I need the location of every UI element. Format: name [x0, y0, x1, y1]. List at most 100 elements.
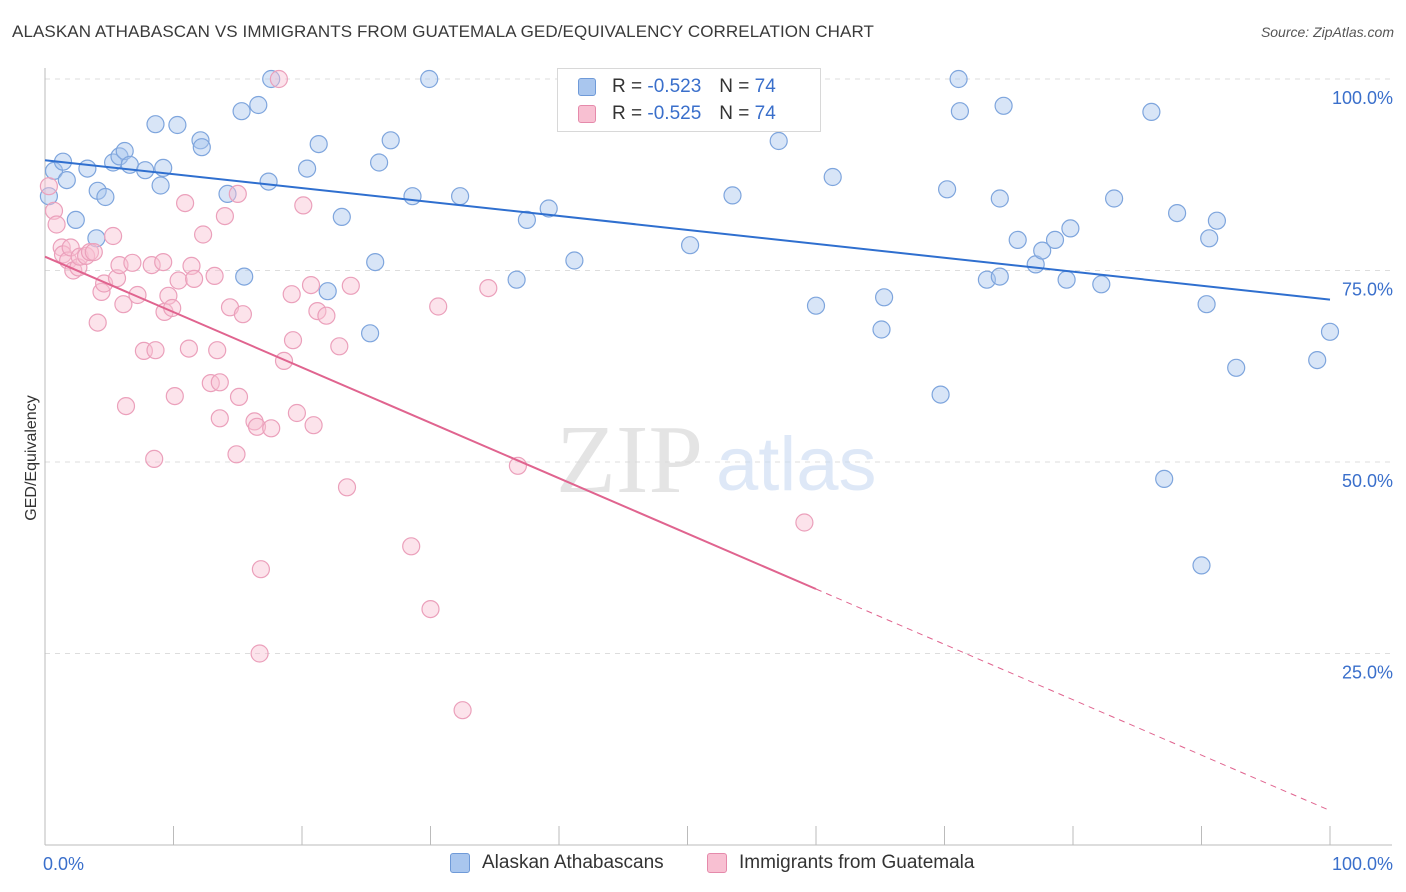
- legend-label-athabascan: Alaskan Athabascans: [482, 852, 664, 873]
- watermark: ZIP atlas: [556, 406, 877, 514]
- athabascan-point: [1320, 322, 1340, 341]
- guatemala-point: [215, 207, 234, 226]
- stats-row-athabascan: R = -0.523 N = 74: [578, 74, 776, 100]
- athabascan-point: [1057, 270, 1076, 289]
- athabascan-point: [1207, 211, 1227, 230]
- watermark-zip: ZIP: [556, 406, 703, 514]
- athabascan-point: [192, 138, 211, 157]
- athabascan-point: [298, 159, 317, 178]
- athabascan-point: [874, 288, 894, 307]
- guatemala-point: [88, 313, 107, 332]
- athabascan-point: [680, 236, 700, 255]
- guatemala-point: [194, 225, 213, 244]
- guatemala-point: [210, 373, 229, 392]
- guatemala-point: [341, 276, 360, 295]
- athabascan-point: [1142, 102, 1161, 122]
- guatemala-point: [282, 285, 301, 304]
- guatemala-point: [114, 295, 133, 314]
- guatemala-point: [251, 560, 270, 579]
- athabascan-point: [232, 102, 251, 121]
- guatemala-point: [154, 253, 173, 272]
- legend-swatch-athabascan: [450, 853, 470, 873]
- chart-title: ALASKAN ATHABASCAN VS IMMIGRANTS FROM GU…: [12, 22, 875, 41]
- stats-r-value: -0.523: [647, 76, 702, 97]
- guatemala-point: [205, 266, 224, 285]
- athabascan-point: [1227, 358, 1246, 377]
- guatemala-point: [179, 339, 198, 358]
- athabascan-point: [66, 210, 85, 229]
- guatemala-point: [80, 243, 100, 262]
- guatemala-point: [185, 269, 204, 288]
- guatemala-point: [39, 177, 59, 196]
- y-tick-label: 75.0%: [1342, 280, 1393, 300]
- athabascan-point: [931, 385, 950, 404]
- athabascan-point: [420, 69, 439, 89]
- athabascan-point: [451, 187, 470, 206]
- athabascan-point: [950, 102, 970, 121]
- guatemala-point: [453, 701, 472, 720]
- athabascan-point: [1008, 230, 1027, 249]
- guatemala-point: [44, 201, 64, 220]
- athabascan-point: [1200, 229, 1219, 248]
- athabascan-point: [403, 187, 422, 206]
- data-points: [39, 69, 1340, 720]
- x-tick-label: 0.0%: [43, 854, 84, 874]
- athabascan-point: [1308, 351, 1327, 370]
- athabascan-point: [994, 96, 1013, 115]
- guatemala-point: [145, 449, 164, 468]
- y-tick-label: 25.0%: [1342, 663, 1393, 683]
- athabascan-point: [262, 69, 281, 89]
- guatemala-point: [142, 256, 161, 275]
- athabascan-point: [115, 141, 134, 161]
- guatemala-point: [283, 331, 303, 350]
- athabascan-point: [96, 187, 115, 207]
- guatemala-point: [262, 419, 281, 438]
- athabascan-point: [1167, 204, 1187, 223]
- athabascan-point: [517, 210, 537, 229]
- athabascan-point: [151, 176, 170, 195]
- stats-n-value: 74: [754, 76, 776, 97]
- athabascan-point: [1197, 295, 1216, 314]
- athabascan-point: [937, 180, 957, 199]
- guatemala-point: [274, 351, 294, 370]
- athabascan-point: [218, 184, 237, 203]
- guatemala-point: [308, 302, 327, 321]
- axes: [44, 68, 1392, 846]
- athabascan-point: [769, 131, 788, 151]
- guatemala-point: [247, 417, 267, 436]
- guatemala-point: [176, 194, 195, 213]
- athabascan-point: [565, 251, 584, 270]
- stats-r-value: -0.525: [647, 103, 702, 124]
- tick-labels: 100.0% 75.0% 50.0% 25.0% 0.0% 100.0%: [43, 88, 1393, 874]
- athabascan-point: [1033, 241, 1052, 260]
- y-tick-label: 50.0%: [1342, 471, 1393, 491]
- athabascan-point: [249, 95, 268, 115]
- guatemala-point: [233, 305, 252, 324]
- athabascan-trend-line: [44, 159, 1331, 301]
- guatemala-point: [294, 196, 313, 215]
- guatemala-point: [317, 306, 336, 325]
- athabascan-point: [1192, 556, 1211, 575]
- athabascan-point: [949, 69, 968, 89]
- grid-lines: [45, 78, 1392, 654]
- y-tick-label: 100.0%: [1332, 88, 1393, 108]
- guatemala-point: [84, 243, 103, 262]
- athabascan-point: [146, 115, 165, 134]
- stats-n-label: N =: [719, 103, 750, 124]
- trend-lines: [44, 159, 1331, 811]
- guatemala-point: [287, 403, 306, 423]
- stats-swatch-guatemala: [578, 105, 596, 123]
- athabascan-point: [990, 189, 1009, 208]
- stats-r-label: R =: [612, 76, 643, 97]
- guatemala-point: [227, 445, 246, 464]
- guatemala-point: [304, 416, 323, 435]
- athabascan-point: [191, 131, 210, 150]
- athabascan-point: [1155, 469, 1174, 488]
- athabascan-point: [1061, 219, 1080, 238]
- athabascan-point: [318, 282, 337, 301]
- guatemala-point: [402, 537, 421, 556]
- stats-n-label: N =: [719, 76, 750, 97]
- stats-box: R = -0.523 N = 74 R = -0.525 N = 74: [557, 68, 821, 132]
- athabascan-point: [1092, 275, 1111, 294]
